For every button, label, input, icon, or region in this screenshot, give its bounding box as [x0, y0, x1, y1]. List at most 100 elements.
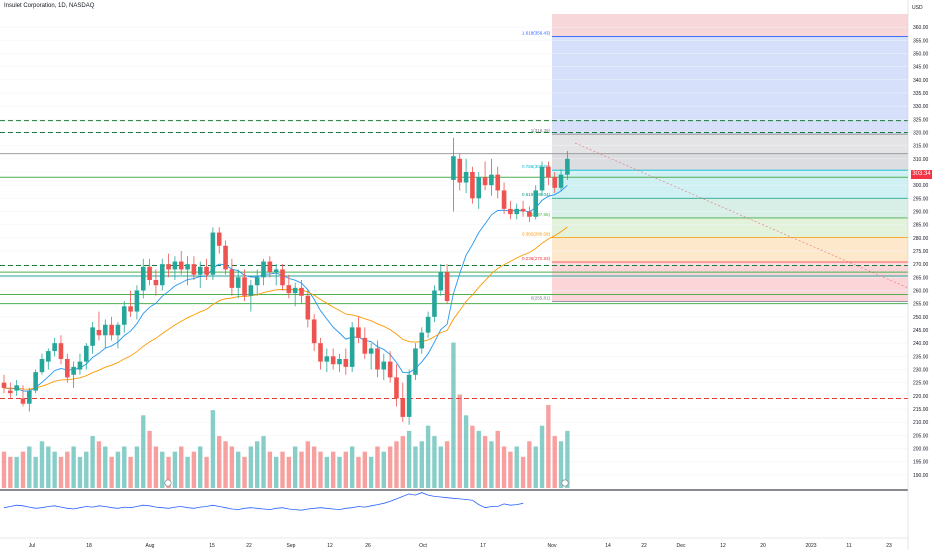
volume-bar: [425, 425, 431, 488]
volume-bar: [8, 456, 13, 488]
candle-body: [242, 277, 247, 296]
candle-body: [565, 158, 570, 175]
volume-bar: [356, 456, 361, 488]
volume-bar: [27, 446, 32, 488]
price-tick-label: 320.00: [913, 131, 929, 137]
time-tick-label: Oct: [419, 543, 427, 549]
volume-bar: [122, 446, 127, 488]
candle-body: [368, 348, 374, 354]
volume-bar: [482, 436, 488, 488]
trend-line: [574, 142, 909, 289]
candle-body: [254, 277, 260, 286]
price-tick-label: 190.00: [913, 473, 929, 479]
earnings-marker-icon: [561, 479, 569, 487]
candle-body: [159, 264, 165, 286]
price-tick-label: 360.00: [913, 25, 929, 31]
candle-body: [223, 245, 228, 270]
volume-bar: [166, 456, 171, 488]
volume-bar: [96, 441, 102, 488]
volume-bar: [419, 441, 424, 488]
candle-body: [229, 269, 235, 288]
volume-bar: [438, 446, 443, 488]
candle-body: [58, 343, 64, 359]
fib-level-label: 1(319.39): [531, 128, 551, 133]
time-tick-label: 14: [605, 543, 611, 549]
price-tick-label: 335.00: [913, 91, 929, 97]
volume-bar: [337, 456, 342, 488]
volume-bar: [267, 451, 273, 488]
candle-body: [77, 361, 83, 370]
candle-body: [394, 377, 399, 399]
volume-bar: [20, 451, 26, 488]
volume-bar: [368, 456, 374, 488]
fib-zone: [552, 237, 908, 262]
fib-zone: [552, 217, 908, 238]
candle-body: [387, 361, 393, 378]
price-tick-label: 280.00: [913, 236, 929, 242]
volume-bar: [463, 415, 469, 488]
candle-body: [539, 166, 545, 191]
candle-body: [362, 337, 368, 354]
volume-bar: [527, 441, 532, 488]
candle-body: [495, 174, 501, 191]
fib-level-label: 0.786(305.69): [522, 164, 551, 169]
price-tick-label: 215.00: [913, 407, 929, 413]
volume-bar: [375, 446, 380, 488]
fib-level-label: 0(255.81): [531, 296, 551, 301]
candle-body: [381, 361, 387, 370]
volume-bar: [134, 446, 140, 488]
volume-bar: [46, 446, 51, 488]
candle-body: [115, 324, 121, 336]
volume-bar: [248, 446, 254, 488]
candle-body: [128, 306, 133, 312]
fib-zone: [552, 198, 908, 218]
volume-bar: [14, 456, 19, 488]
earnings-marker: [164, 479, 172, 487]
volume-bar: [242, 456, 247, 488]
volume-bar: [109, 456, 114, 488]
volume-bar: [508, 451, 513, 488]
candle-body: [178, 261, 184, 270]
candle-body: [153, 279, 159, 286]
volume-bar: [229, 446, 235, 488]
volume-bar: [52, 451, 57, 488]
candle-body: [552, 177, 558, 188]
time-tick-label: 11: [846, 543, 851, 549]
candle-body: [140, 266, 146, 291]
candle-body: [267, 261, 273, 273]
candle-body: [457, 158, 463, 183]
candle-body: [109, 324, 114, 336]
volume-bar: [546, 404, 551, 488]
volume-bar: [539, 425, 545, 488]
candle-body: [476, 177, 482, 199]
volume-bar: [198, 446, 203, 488]
price-tick-label: 270.00: [913, 262, 929, 268]
volume-bar: [147, 430, 152, 488]
candle-body: [185, 264, 190, 270]
volume-bar: [286, 456, 292, 488]
candle-body: [318, 343, 323, 362]
candle-body: [432, 290, 437, 317]
ema-fast-line: [3, 184, 568, 392]
price-tick-label: 255.00: [913, 302, 929, 308]
price-tick-label: 290.00: [913, 210, 929, 216]
candle-body: [451, 156, 456, 180]
volume-bar: [172, 451, 178, 488]
candle-body: [527, 211, 532, 217]
candle-body: [438, 272, 444, 291]
volume-bar: [362, 451, 368, 488]
candle-body: [90, 327, 95, 346]
time-tick-label: Aug: [146, 543, 155, 549]
candle-body: [20, 398, 26, 404]
volume-bar: [58, 456, 64, 488]
candle-body: [1, 382, 7, 388]
candle-body: [311, 319, 317, 344]
price-tick-label: 325.00: [913, 117, 929, 123]
candle-body: [324, 356, 330, 362]
fib-level-label: 0.236(270.83): [522, 256, 551, 261]
price-tick-label: 205.00: [913, 433, 929, 439]
price-axis: [908, 0, 932, 550]
candle-body: [147, 266, 152, 280]
price-tick-label: 235.00: [913, 354, 929, 360]
